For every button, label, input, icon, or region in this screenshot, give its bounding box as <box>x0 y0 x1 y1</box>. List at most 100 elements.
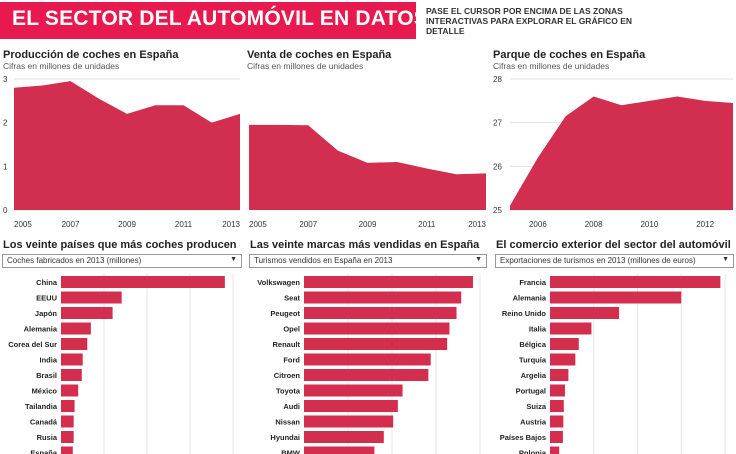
bar <box>61 415 74 428</box>
trade-select-value: Exportaciones de turismos en 2013 (millo… <box>500 256 696 265</box>
fleet-area-chart[interactable]: 25 26 27 28 2006 2008 2010 2012 <box>490 70 736 232</box>
chevron-down-icon: ▼ <box>722 256 729 263</box>
category-label: Turquía <box>519 356 547 365</box>
category-label: México <box>32 387 58 396</box>
sales-chart-subtitle: Cifras en millones de unidades <box>247 61 364 71</box>
category-label: Argelia <box>521 371 547 380</box>
bar <box>550 307 620 319</box>
x-tick-label: 2011 <box>418 220 436 229</box>
y-tick-label: 3 <box>3 75 8 84</box>
brands-chart-title: Las veinte marcas más vendidas en España <box>250 239 480 251</box>
area-series <box>14 81 240 210</box>
x-tick-label: 2012 <box>696 220 714 229</box>
category-label: India <box>39 356 57 365</box>
bar <box>550 369 569 381</box>
bar <box>304 431 384 443</box>
bar <box>550 353 576 366</box>
y-tick-label: 26 <box>493 162 502 171</box>
category-label: Renault <box>272 340 300 349</box>
countries-bar-chart[interactable]: China EEUU Japón Alemania Corea del Sur India… <box>0 272 244 454</box>
x-tick-label: 2009 <box>359 220 377 229</box>
category-label: Toyota <box>276 387 301 396</box>
bar <box>304 446 375 454</box>
sales-chart-title: Venta de coches en España <box>247 49 392 61</box>
chevron-down-icon: ▼ <box>230 256 237 263</box>
bar <box>61 276 225 288</box>
bar <box>304 307 457 319</box>
bar <box>61 369 82 381</box>
bar <box>61 446 73 454</box>
production-area-chart[interactable]: 0 1 2 3 2005 2007 2009 2011 2013 <box>0 70 244 232</box>
bar <box>61 291 122 304</box>
y-tick-label: 1 <box>3 162 8 171</box>
category-label: Audi <box>283 402 300 411</box>
category-label: Alemania <box>513 294 547 303</box>
bar <box>304 415 394 428</box>
x-tick-label: 2008 <box>585 220 603 229</box>
brands-bar-chart[interactable]: Volkswagen Seat Peugeot Opel Renault Ford Citr… <box>246 272 490 454</box>
bar <box>304 400 398 412</box>
brands-select-value: Turismos vendidos en España en 2013 <box>254 256 393 265</box>
category-label: Suiza <box>526 402 546 411</box>
bar <box>304 276 473 288</box>
trade-chart-title: El comercio exterior del sector del auto… <box>496 239 731 251</box>
bar <box>304 291 462 304</box>
bar <box>304 384 403 397</box>
bar <box>304 353 431 366</box>
bar <box>61 322 91 335</box>
category-label: Países Bajos <box>500 433 546 442</box>
category-label: Rusia <box>37 433 58 442</box>
header-banner: EL SECTOR DEL AUTOMÓVIL EN DATOS <box>0 2 428 39</box>
chevron-down-icon: ▼ <box>475 256 482 263</box>
category-label: Portugal <box>516 387 546 396</box>
category-label: Bélgica <box>519 340 547 349</box>
bar <box>550 431 563 443</box>
x-tick-label: 2007 <box>62 220 80 229</box>
category-label: Alemania <box>24 325 58 334</box>
category-label: Opel <box>283 325 300 334</box>
fleet-chart-title: Parque de coches en España <box>493 49 646 61</box>
category-label: Seat <box>284 294 300 303</box>
brands-metric-select[interactable]: Turismos vendidos en España en 2013 ▼ <box>249 254 487 268</box>
bar <box>550 415 564 428</box>
trade-bar-chart[interactable]: Francia Alemania Reino Unido Italia Bélgica T… <box>490 272 736 454</box>
category-label: Japón <box>35 309 58 318</box>
x-tick-label: 2005 <box>249 220 267 229</box>
bar <box>304 322 450 335</box>
production-chart-subtitle: Cifras en millones de unidades <box>3 61 120 71</box>
category-label: Corea del Sur <box>8 340 57 349</box>
countries-select-value: Coches fabricados en 2013 (millones) <box>7 256 142 265</box>
production-chart-title: Producción de coches en España <box>3 49 179 61</box>
category-label: Reino Unido <box>502 309 547 318</box>
trade-metric-select[interactable]: Exportaciones de turismos en 2013 (millo… <box>495 254 734 268</box>
bar <box>61 338 88 350</box>
instructions-text: PASE EL CURSOR POR ENCIMA DE LAS ZONAS I… <box>426 6 633 36</box>
bar <box>304 338 448 350</box>
bar <box>550 384 565 397</box>
x-tick-label: 2013 <box>222 220 240 229</box>
bar <box>550 291 682 304</box>
bar <box>550 446 560 454</box>
x-tick-label: 2007 <box>299 220 317 229</box>
x-tick-label: 2011 <box>175 220 193 229</box>
bar <box>304 369 429 381</box>
category-label: Austria <box>520 418 547 427</box>
y-tick-label: 0 <box>3 206 8 215</box>
countries-chart-title: Los veinte países que más coches produce… <box>3 239 237 251</box>
x-tick-label: 2009 <box>118 220 136 229</box>
y-tick-label: 27 <box>493 119 502 128</box>
bar <box>550 322 592 335</box>
x-tick-label: 2006 <box>529 220 547 229</box>
sales-area-chart[interactable]: 2005 2007 2009 2011 2013 <box>244 70 490 232</box>
category-label: Canadá <box>30 418 58 427</box>
category-label: Peugeot <box>270 309 300 318</box>
bar <box>61 307 113 319</box>
countries-metric-select[interactable]: Coches fabricados en 2013 (millones) ▼ <box>2 254 242 268</box>
y-tick-label: 25 <box>493 206 502 215</box>
x-tick-label: 2013 <box>468 220 486 229</box>
category-label: Hyundai <box>270 433 300 442</box>
page-title: EL SECTOR DEL AUTOMÓVIL EN DATOS <box>12 7 428 30</box>
bar <box>550 400 564 412</box>
category-label: Italia <box>529 325 547 334</box>
bar <box>61 384 79 397</box>
